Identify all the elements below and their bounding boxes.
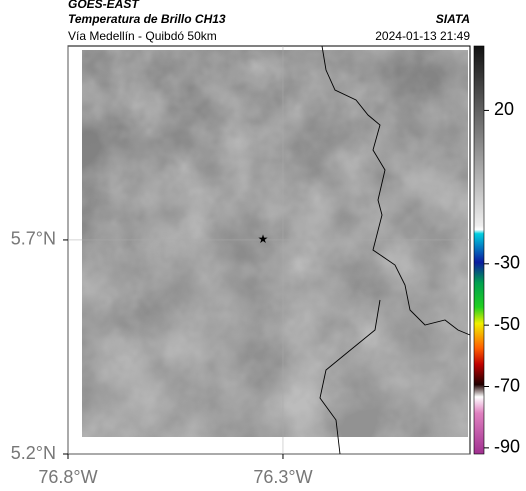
location-star: ★ bbox=[258, 232, 269, 246]
colorbar-label: -50 bbox=[494, 314, 520, 334]
region: Vía Medellín - Quibdó 50km bbox=[68, 29, 217, 43]
colorbar-label: 20 bbox=[494, 99, 514, 119]
lat-label: 5.7°N bbox=[11, 229, 56, 249]
boundary-line bbox=[319, 299, 381, 455]
lat-label: 5.2°N bbox=[11, 443, 56, 463]
lon-label: 76.8°W bbox=[38, 467, 97, 487]
colorbar-label: -90 bbox=[494, 437, 520, 457]
satellite: GOES-EAST bbox=[68, 0, 140, 11]
product: Temperatura de Brillo CH13 bbox=[68, 12, 226, 26]
graticule bbox=[67, 46, 470, 455]
colorbar-label: -70 bbox=[494, 375, 520, 395]
timestamp: 2024-01-13 21:49 bbox=[375, 29, 470, 43]
colorbar-label: -30 bbox=[494, 253, 520, 273]
cloud-texture bbox=[82, 50, 468, 437]
source: SIATA bbox=[436, 12, 470, 26]
boundary-line bbox=[321, 45, 471, 336]
lon-label: 76.3°W bbox=[253, 467, 312, 487]
colorbar bbox=[473, 45, 485, 455]
